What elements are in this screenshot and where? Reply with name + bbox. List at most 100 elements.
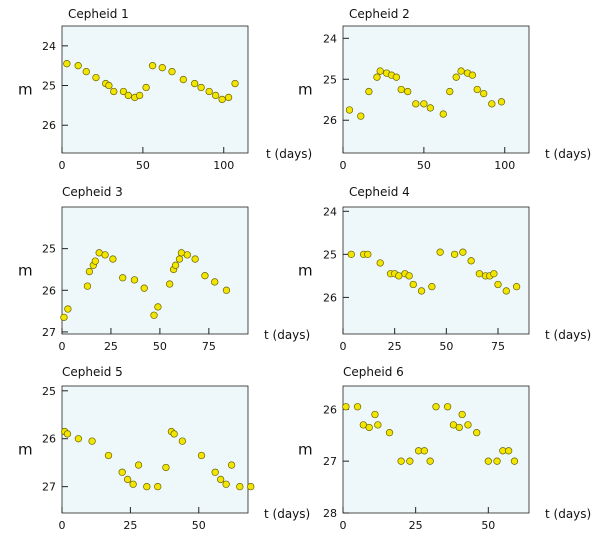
data-point <box>405 272 413 280</box>
data-point <box>342 403 350 411</box>
data-point <box>417 287 426 295</box>
data-point <box>201 272 209 280</box>
data-point <box>216 475 225 484</box>
y-tick-label: 25 <box>42 80 56 93</box>
x-tick-label: 50 <box>192 519 206 532</box>
data-point <box>118 468 126 476</box>
data-point <box>404 87 412 96</box>
data-point <box>428 282 436 291</box>
x-tick-label: 25 <box>409 519 423 532</box>
data-point <box>365 87 373 96</box>
y-tick-label: 27 <box>323 455 337 468</box>
data-point <box>74 435 83 443</box>
x-tick-label: 50 <box>153 340 167 353</box>
data-point <box>143 482 151 491</box>
plot-area <box>342 25 530 154</box>
plot-area <box>61 25 249 154</box>
y-tick-label: 26 <box>323 114 337 127</box>
data-point <box>142 83 150 92</box>
plot-area <box>61 385 249 514</box>
data-point <box>459 248 467 256</box>
data-point <box>101 251 109 259</box>
chart-title: Cepheid 3 <box>62 185 123 199</box>
x-tick-label: 50 <box>481 519 495 532</box>
y-axis-label: m <box>18 81 33 99</box>
data-point <box>473 85 481 94</box>
data-point <box>455 423 463 432</box>
y-axis-label: m <box>18 441 33 459</box>
data-point <box>436 248 444 256</box>
y-tick-label: 24 <box>323 32 337 45</box>
data-point <box>74 62 82 70</box>
data-point <box>64 305 72 313</box>
data-point <box>154 303 162 311</box>
data-point <box>373 73 381 81</box>
data-point <box>148 62 157 70</box>
data-point <box>119 274 127 282</box>
y-tick-label: 25 <box>42 385 56 398</box>
data-point <box>464 421 472 429</box>
y-tick-label: 26 <box>323 403 337 416</box>
data-point <box>458 410 466 419</box>
chart-panel-5: Cepheid 5 m t (days) 0 25 50 25 26 27 <box>18 365 310 532</box>
data-point <box>205 87 213 96</box>
x-axis-label: t (days) <box>545 147 591 161</box>
data-point <box>512 282 521 291</box>
x-tick-label: 0 <box>59 519 66 532</box>
x-tick-label: 50 <box>417 159 431 172</box>
chart-panel-6: Cepheid 6 m t (days) 0 25 50 26 27 28 <box>298 365 591 532</box>
plot-area <box>342 206 530 335</box>
data-point <box>170 430 178 438</box>
chart-panel-4: Cepheid 4 m t (days) 0 25 50 75 24 25 26 <box>298 185 591 353</box>
data-point <box>443 403 452 411</box>
data-point <box>371 410 379 419</box>
data-point <box>412 100 420 108</box>
data-point <box>222 286 231 294</box>
chart-panel-2: Cepheid 2 m t (days) 0 50 100 24 25 26 <box>298 7 591 172</box>
y-axis-label: m <box>298 81 313 99</box>
data-point <box>439 110 447 118</box>
data-point <box>105 81 113 90</box>
x-tick-label: 0 <box>340 159 347 172</box>
chart-panel-3: Cepheid 3 m t (days) 0 25 50 75 25 26 27 <box>18 185 310 353</box>
data-point <box>420 100 428 108</box>
y-tick-label: 27 <box>42 326 56 339</box>
y-tick-label: 26 <box>323 291 337 304</box>
x-tick-label: 100 <box>213 159 234 172</box>
y-tick-label: 27 <box>42 481 56 494</box>
x-axis-label: t (days) <box>264 328 310 342</box>
data-point <box>211 278 219 286</box>
x-tick-label: 0 <box>59 340 66 353</box>
data-point <box>150 311 158 319</box>
y-tick-label: 25 <box>42 243 56 256</box>
data-point <box>484 457 492 465</box>
y-axis-label: m <box>298 441 313 459</box>
data-point <box>397 85 405 94</box>
data-point <box>452 73 460 81</box>
data-point <box>357 112 365 120</box>
data-point <box>347 250 355 259</box>
chart-title: Cepheid 6 <box>343 365 404 379</box>
x-tick-label: 100 <box>494 159 515 172</box>
data-point <box>494 280 502 289</box>
chart-panel-1: Cepheid 1 m t (days) 0 50 100 24 25 26 <box>18 7 312 172</box>
data-point <box>493 457 501 465</box>
x-tick-label: 25 <box>123 519 137 532</box>
data-point <box>224 93 233 102</box>
x-tick-label: 0 <box>340 519 347 532</box>
data-point <box>109 255 117 263</box>
data-point <box>60 313 68 321</box>
chart-title: Cepheid 4 <box>349 185 410 199</box>
x-tick-label: 25 <box>104 340 118 353</box>
data-point <box>197 451 206 460</box>
data-point <box>110 87 118 96</box>
chart-title: Cepheid 1 <box>68 7 129 21</box>
data-point <box>179 75 187 84</box>
data-point <box>426 457 434 465</box>
data-point <box>468 71 477 79</box>
data-point <box>63 430 72 438</box>
data-point <box>197 83 205 92</box>
data-point <box>345 106 354 114</box>
data-point <box>183 251 191 259</box>
data-point <box>490 270 498 278</box>
